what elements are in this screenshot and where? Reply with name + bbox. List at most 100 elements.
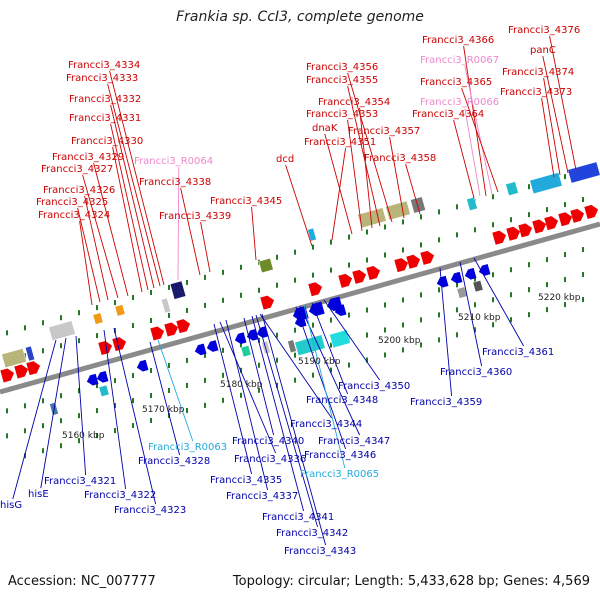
feature-block[interactable]: [240, 344, 252, 358]
gene-feature-arrow[interactable]: [532, 218, 548, 234]
gene-feature-arrow[interactable]: [176, 318, 192, 334]
gene-label[interactable]: Francci3_R0063: [148, 442, 227, 453]
gene-label[interactable]: Francci3_4348: [306, 395, 378, 406]
gene-label[interactable]: Francci3_R0066: [420, 97, 499, 108]
gene-feature-arrow[interactable]: [206, 340, 219, 352]
gene-label[interactable]: Francci3_4343: [284, 546, 356, 557]
feature-block[interactable]: [505, 181, 519, 197]
gene-feature-arrow[interactable]: [86, 373, 99, 386]
gene-feature-arrow[interactable]: [420, 250, 436, 265]
gene-label[interactable]: Francci3_4329: [52, 152, 124, 163]
feature-block[interactable]: [24, 345, 36, 362]
gene-label[interactable]: Francci3_4350: [338, 381, 410, 392]
gene-feature-arrow[interactable]: [96, 370, 109, 383]
feature-block[interactable]: [385, 200, 411, 221]
gene-label[interactable]: Francci3_4335: [210, 475, 282, 486]
gene-label[interactable]: Francci3_4351: [304, 137, 376, 148]
gene-label[interactable]: Francci3_4325: [36, 197, 108, 208]
gene-feature-arrow[interactable]: [464, 267, 477, 280]
gene-label[interactable]: Francci3_4326: [43, 185, 115, 196]
gene-feature-arrow[interactable]: [26, 360, 42, 376]
gene-label[interactable]: Francci3_4364: [412, 109, 484, 120]
gene-label[interactable]: Francci3_4339: [159, 211, 231, 222]
gene-label[interactable]: hisE: [28, 489, 49, 500]
gene-label[interactable]: Francci3_4331: [69, 113, 141, 124]
gene-label[interactable]: Francci3_4344: [290, 419, 362, 430]
feature-block[interactable]: [529, 171, 563, 195]
gene-label[interactable]: Francci3_4376: [508, 25, 580, 36]
gene-feature-arrow[interactable]: [194, 343, 207, 356]
gene-label[interactable]: Francci3_4338: [139, 177, 211, 188]
gene-label[interactable]: Francci3_4356: [306, 62, 378, 73]
gene-label[interactable]: Francci3_4330: [71, 136, 143, 147]
gene-label[interactable]: Francci3_4323: [114, 505, 186, 516]
gene-label[interactable]: Francci3_4366: [422, 35, 494, 46]
gene-feature-arrow[interactable]: [558, 211, 574, 227]
gene-feature-arrow[interactable]: [150, 325, 166, 341]
gene-feature-arrow[interactable]: [234, 332, 247, 345]
gene-feature-arrow[interactable]: [260, 295, 276, 310]
feature-block[interactable]: [466, 196, 478, 212]
gene-label[interactable]: Francci3_4346: [304, 450, 376, 461]
feature-block[interactable]: [261, 340, 271, 355]
gene-label[interactable]: Francci3_4327: [41, 164, 113, 175]
feature-block[interactable]: [48, 320, 76, 341]
feature-block[interactable]: [287, 339, 297, 354]
gene-feature-arrow[interactable]: [112, 336, 128, 352]
gene-feature-arrow[interactable]: [450, 271, 463, 284]
feature-block[interactable]: [307, 227, 317, 242]
gene-label[interactable]: Francci3_4347: [318, 436, 390, 447]
gene-label[interactable]: Francci3_R0065: [300, 469, 379, 480]
gene-label[interactable]: Francci3_4328: [138, 456, 210, 467]
gene-feature-arrow[interactable]: [478, 264, 491, 276]
gene-label[interactable]: Francci3_4358: [364, 153, 436, 164]
gene-label[interactable]: dcd: [276, 154, 294, 165]
gene-label[interactable]: Francci3_R0067: [420, 55, 499, 66]
gene-label[interactable]: Francci3_4373: [500, 87, 572, 98]
gene-feature-arrow[interactable]: [308, 281, 324, 297]
feature-block[interactable]: [114, 304, 126, 317]
gene-feature-arrow[interactable]: [98, 340, 114, 356]
feature-block[interactable]: [567, 161, 600, 184]
feature-block[interactable]: [294, 334, 326, 357]
gene-feature-arrow[interactable]: [506, 226, 522, 241]
gene-label[interactable]: Francci3_4340: [232, 436, 304, 447]
gene-label[interactable]: Francci3_4361: [482, 347, 554, 358]
gene-label[interactable]: Francci3_4322: [84, 490, 156, 501]
gene-feature-arrow[interactable]: [338, 273, 354, 288]
feature-block[interactable]: [160, 297, 172, 314]
gene-feature-arrow[interactable]: [136, 359, 149, 372]
gene-feature-arrow[interactable]: [544, 215, 560, 231]
feature-block[interactable]: [472, 279, 484, 293]
gene-label[interactable]: Francci3_4337: [226, 491, 298, 502]
gene-label[interactable]: Francci3_4324: [38, 210, 110, 221]
feature-block[interactable]: [409, 196, 427, 214]
feature-block[interactable]: [1, 348, 27, 369]
gene-label[interactable]: Francci3_4336: [234, 454, 306, 465]
gene-feature-arrow[interactable]: [518, 222, 534, 238]
gene-label[interactable]: Francci3_4354: [318, 97, 390, 108]
feature-block[interactable]: [258, 257, 274, 274]
gene-label[interactable]: Francci3_4374: [502, 67, 574, 78]
gene-feature-arrow[interactable]: [0, 367, 16, 383]
feature-block[interactable]: [92, 312, 104, 325]
gene-label[interactable]: dnaK: [312, 123, 338, 134]
feature-block[interactable]: [98, 384, 110, 398]
gene-label[interactable]: hisG: [0, 500, 22, 511]
gene-feature-arrow[interactable]: [406, 254, 422, 269]
gene-label[interactable]: Francci3_4342: [276, 528, 348, 539]
gene-label[interactable]: Francci3_4334: [68, 60, 140, 71]
gene-feature-arrow[interactable]: [394, 257, 410, 273]
gene-feature-arrow[interactable]: [164, 321, 180, 337]
gene-label[interactable]: Francci3_4345: [210, 196, 282, 207]
gene-label[interactable]: Francci3_4359: [410, 397, 482, 408]
gene-label[interactable]: Francci3_4333: [66, 73, 138, 84]
gene-feature-arrow[interactable]: [366, 265, 382, 280]
feature-block[interactable]: [329, 329, 351, 349]
gene-label[interactable]: panC: [530, 45, 556, 56]
gene-label[interactable]: Francci3_4332: [69, 94, 141, 105]
feature-block[interactable]: [169, 280, 187, 300]
gene-label[interactable]: Francci3_4360: [440, 367, 512, 378]
gene-label[interactable]: Francci3_4353: [306, 109, 378, 120]
gene-feature-arrow[interactable]: [492, 230, 508, 245]
